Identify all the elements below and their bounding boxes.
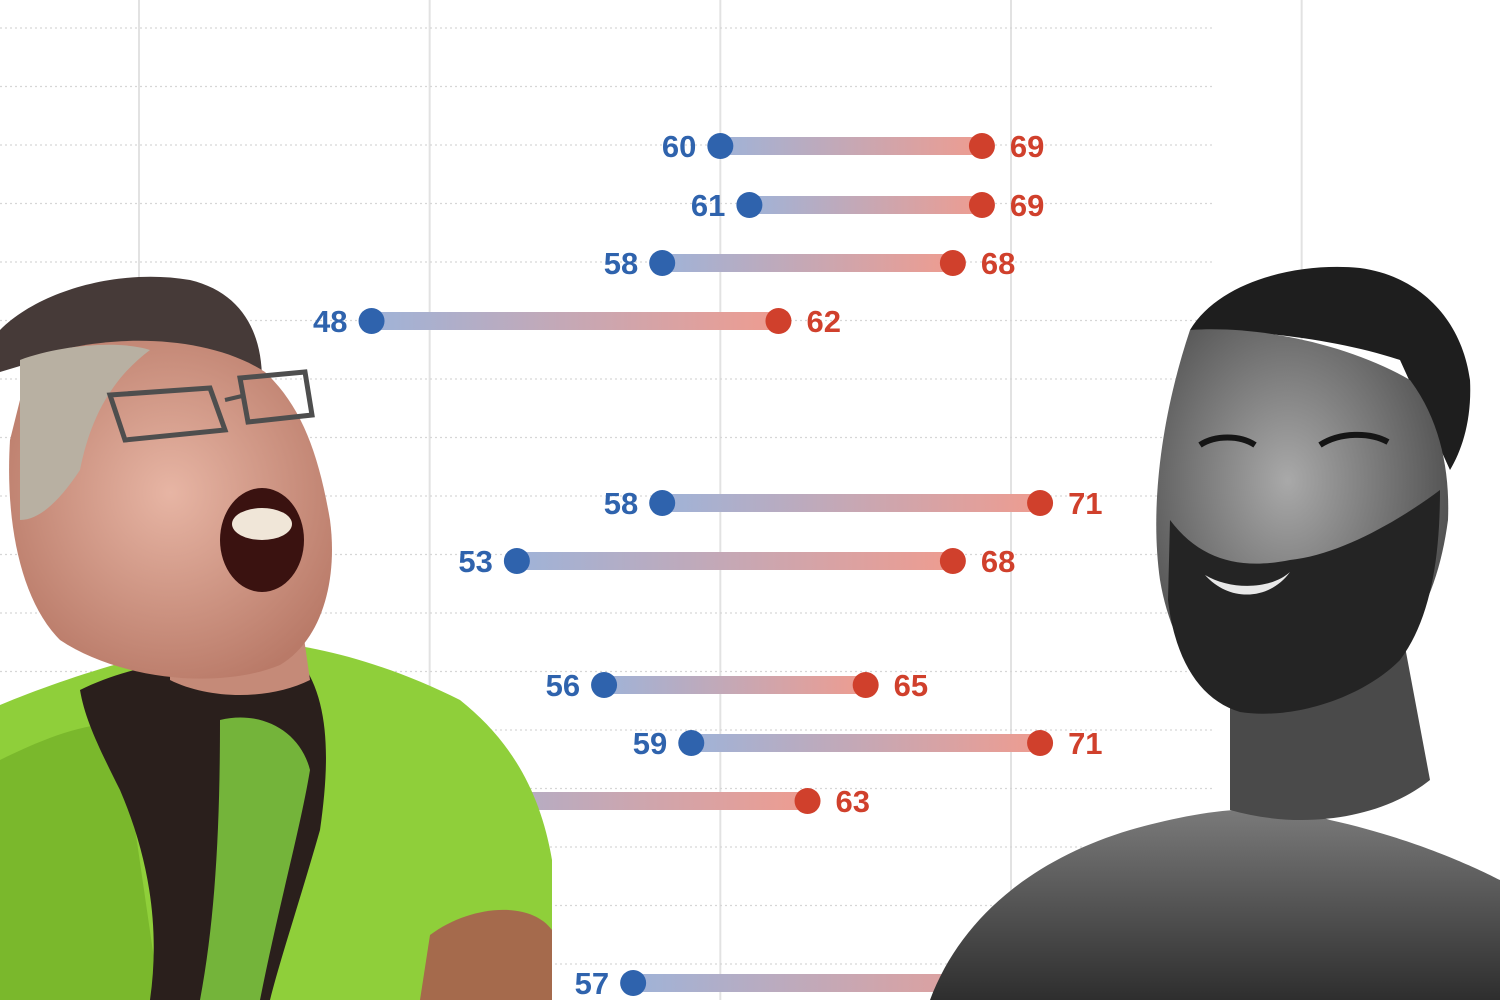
dumbbell-bar — [516, 552, 953, 570]
low-value-label: 58 — [604, 486, 638, 521]
high-value-label: 63 — [836, 784, 870, 819]
low-value-dot — [649, 490, 676, 516]
low-value-label: 61 — [691, 188, 725, 223]
dumbbell-bar — [720, 137, 982, 155]
low-value-label: 57 — [575, 966, 609, 1000]
low-value-dot — [736, 192, 763, 218]
low-value-dot — [707, 133, 734, 159]
high-value-label: 65 — [894, 668, 928, 703]
high-value-label: 71 — [1068, 486, 1102, 521]
low-value-dot — [358, 308, 385, 334]
low-value-label: 48 — [313, 304, 347, 339]
low-value-label: 56 — [546, 668, 580, 703]
high-value-label: 68 — [981, 246, 1015, 281]
low-value-dot — [649, 250, 676, 276]
low-value-label: 60 — [662, 129, 696, 164]
high-value-dot — [939, 548, 966, 574]
dumbbell-bar — [749, 196, 982, 214]
low-value-label: 59 — [633, 726, 667, 761]
dumbbell-bar — [662, 494, 1041, 512]
low-value-dot — [591, 672, 618, 698]
high-value-label: 69 — [1010, 129, 1044, 164]
high-value-dot — [939, 250, 966, 276]
low-value-label: 58 — [604, 246, 638, 281]
high-value-dot — [968, 192, 995, 218]
high-value-dot — [852, 672, 879, 698]
high-value-dot — [968, 133, 995, 159]
high-value-label: 68 — [981, 544, 1015, 579]
dumbbell-bar — [604, 676, 866, 694]
screaming-woman-image — [0, 276, 552, 1000]
high-value-label: 71 — [1068, 726, 1102, 761]
high-value-dot — [1027, 730, 1054, 756]
high-value-label: 69 — [1010, 188, 1044, 223]
high-value-dot — [1027, 490, 1054, 516]
dumbbell-bar — [691, 734, 1041, 752]
low-value-dot — [678, 730, 705, 756]
high-value-dot — [794, 788, 821, 814]
low-value-dot — [503, 548, 530, 574]
low-value-dot — [620, 970, 647, 996]
high-value-label: 62 — [806, 304, 840, 339]
bearded-man-image — [930, 266, 1500, 1000]
dumbbell-bar — [371, 312, 779, 330]
chart-marks: 60 69 61 69 58 68 48 62 58 71 53 68 56 65 59 71 63 57 — [313, 129, 1103, 1000]
high-value-dot — [765, 308, 792, 334]
dumbbell-bar — [662, 254, 953, 272]
low-value-label: 53 — [458, 544, 492, 579]
